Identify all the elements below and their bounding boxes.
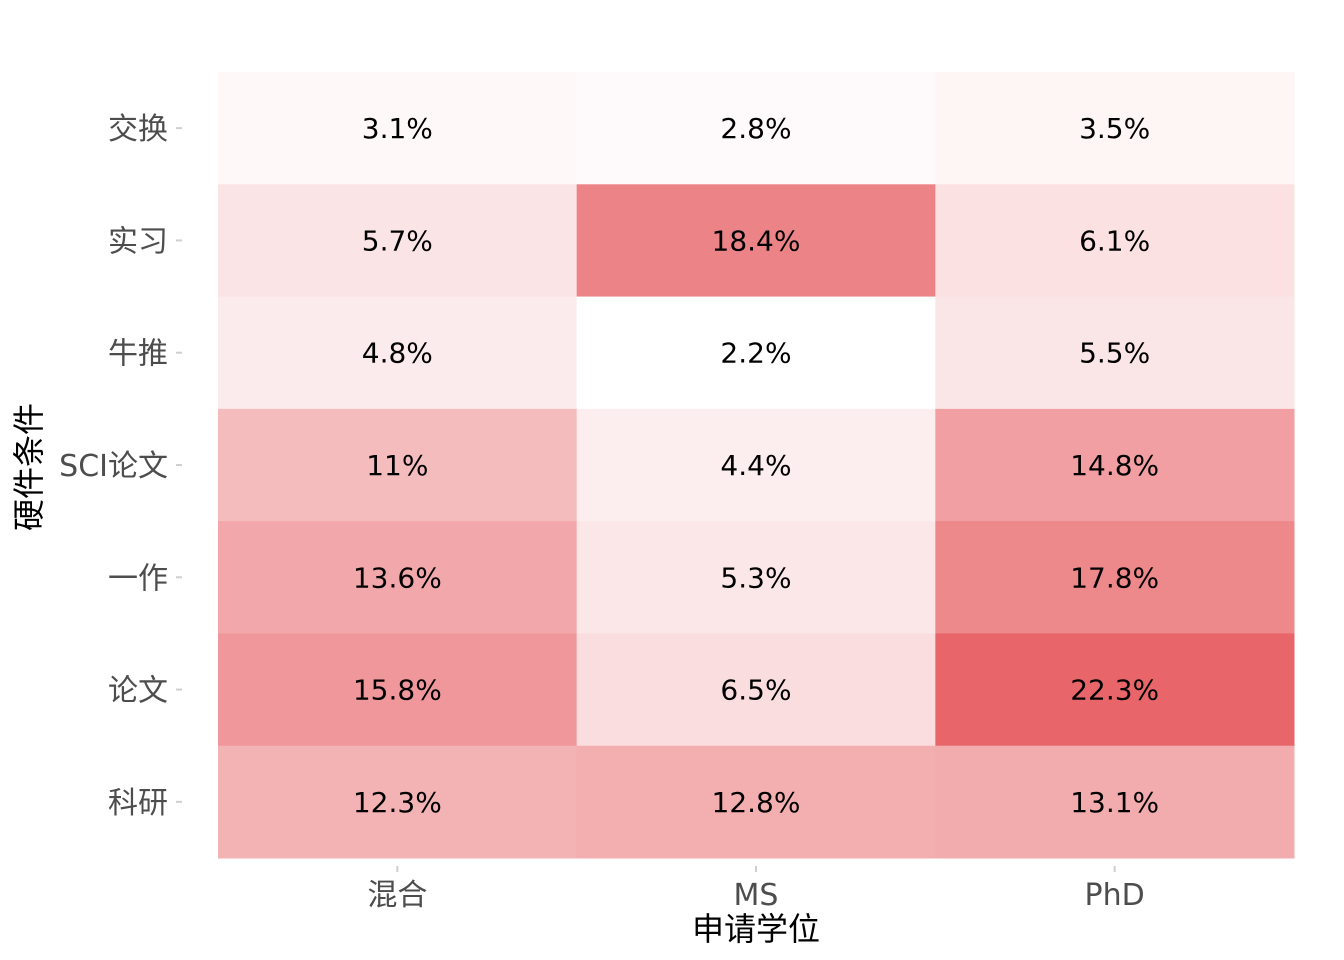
- y-tick-label: 一作: [108, 561, 168, 596]
- heatmap-cell-label: 6.1%: [1079, 224, 1150, 257]
- heatmap-cell: [576, 184, 936, 298]
- x-tick-label: 混合: [367, 878, 427, 913]
- heatmap-cell-label: 13.6%: [353, 561, 442, 594]
- heatmap-cell-label: 22.3%: [1070, 674, 1159, 707]
- y-tick-label: 牛推: [108, 337, 168, 372]
- heatmap-cell: [576, 408, 936, 522]
- heatmap-cell: [576, 296, 936, 410]
- y-tick-label: 科研: [108, 786, 168, 821]
- heatmap-cell: [935, 296, 1295, 410]
- heatmap-cell-label: 18.4%: [712, 224, 801, 257]
- x-axis-title: 申请学位: [692, 910, 820, 948]
- heatmap-cell-label: 12.3%: [353, 786, 442, 819]
- heatmap-cell-label: 3.1%: [362, 112, 433, 145]
- y-tick-label: SCI论文: [59, 449, 168, 484]
- heatmap-cell-label: 15.8%: [353, 674, 442, 707]
- heatmap-cell: [576, 745, 936, 859]
- heatmap-cell-label: 17.8%: [1070, 561, 1159, 594]
- heatmap-cell-label: 13.1%: [1070, 786, 1159, 819]
- x-axis: 混合 MS PhD: [367, 866, 1145, 913]
- heatmap-cell: [218, 408, 578, 522]
- y-tick-label: 交换: [108, 112, 168, 147]
- heatmap-cell: [576, 72, 936, 185]
- heatmap-cell: [218, 184, 578, 298]
- heatmap-cell: [218, 633, 578, 747]
- y-tick-label: 论文: [108, 674, 168, 709]
- heatmap-cell-label: 2.8%: [720, 112, 791, 145]
- heatmap-cell-label: 6.5%: [720, 674, 791, 707]
- heatmap-cell: [935, 521, 1295, 634]
- heatmap-cell: [218, 521, 578, 634]
- y-tick-label: 实习: [108, 224, 168, 259]
- heatmap-cell-label: 3.5%: [1079, 112, 1150, 145]
- heatmap-cells: [218, 72, 1295, 859]
- heatmap-cell-label: 14.8%: [1070, 449, 1159, 482]
- heatmap-cell: [935, 633, 1295, 747]
- heatmap-cell-label: 5.3%: [720, 561, 791, 594]
- heatmap-cell-label: 5.5%: [1079, 337, 1150, 370]
- heatmap-cell-label: 5.7%: [362, 224, 433, 257]
- heatmap-cell-label: 4.8%: [362, 337, 433, 370]
- heatmap-cell: [218, 296, 578, 410]
- heatmap-cell: [935, 72, 1295, 185]
- heatmap-cell: [218, 745, 578, 859]
- heatmap-cell: [576, 633, 936, 747]
- heatmap-cell-label: 12.8%: [712, 786, 801, 819]
- heatmap-cell: [935, 745, 1295, 859]
- heatmap-cell-label: 11%: [366, 449, 428, 482]
- heatmap-cell-labels: 3.1% 2.8% 3.5% 5.7% 18.4% 6.1% 4.8% 2.2% 5.5% 11%…: [353, 112, 1159, 819]
- heatmap-cell-label: 2.2%: [720, 337, 791, 370]
- heatmap-cell-label: 4.4%: [720, 449, 791, 482]
- heatmap-cell: [935, 408, 1295, 522]
- heatmap-cell: [935, 184, 1295, 298]
- x-tick-label: MS: [734, 878, 779, 913]
- y-axis-title: 硬件条件: [10, 403, 48, 531]
- x-tick-label: PhD: [1085, 878, 1145, 913]
- heatmap-cell: [576, 521, 936, 634]
- heatmap-cell: [218, 72, 578, 185]
